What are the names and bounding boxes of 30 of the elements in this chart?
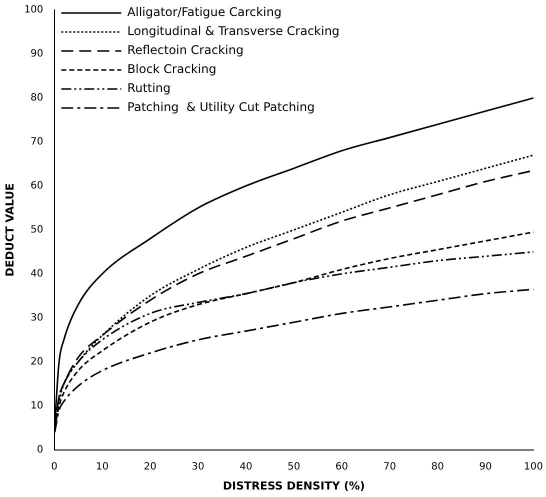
- legend-label: Reflectoin Cracking: [127, 43, 244, 58]
- x-tick-label: 40: [240, 461, 252, 472]
- x-tick-label: 90: [479, 461, 492, 472]
- y-tick-label: 10: [30, 400, 44, 412]
- y-tick-label: 0: [36, 444, 44, 456]
- y-tick-label: 20: [30, 356, 44, 368]
- x-tick-label: 0: [51, 461, 58, 472]
- x-tick-label: 30: [192, 461, 204, 472]
- y-tick-label: 100: [24, 4, 44, 16]
- legend-label: Block Cracking: [127, 62, 216, 76]
- y-tick-label: 60: [30, 180, 44, 192]
- legend-label: Alligator/Fatigue Carcking: [127, 5, 282, 20]
- x-axis-title: DISTRESS DENSITY (%): [222, 479, 365, 492]
- y-tick-label: 40: [30, 268, 44, 280]
- y-tick-label: 50: [30, 224, 44, 236]
- y-tick-label: 70: [30, 136, 44, 148]
- x-tick-label: 70: [383, 461, 396, 472]
- legend-label: Rutting: [127, 81, 171, 96]
- x-tick-label: 100: [524, 461, 544, 472]
- legend-label: Longitudinal & Transverse Cracking: [127, 24, 340, 38]
- x-tick-label: 50: [288, 461, 300, 472]
- x-tick-label: 10: [96, 461, 109, 472]
- y-tick-label: 30: [30, 312, 44, 324]
- y-axis-title: DEDUCT VALUE: [3, 183, 16, 277]
- x-tick-label: 20: [144, 461, 156, 472]
- y-tick-label: 90: [30, 48, 44, 60]
- legend-label: Patching & Utility Cut Patching: [127, 100, 315, 114]
- x-tick-label: 80: [431, 461, 444, 472]
- y-tick-label: 80: [30, 92, 44, 104]
- x-tick-label: 60: [335, 461, 348, 472]
